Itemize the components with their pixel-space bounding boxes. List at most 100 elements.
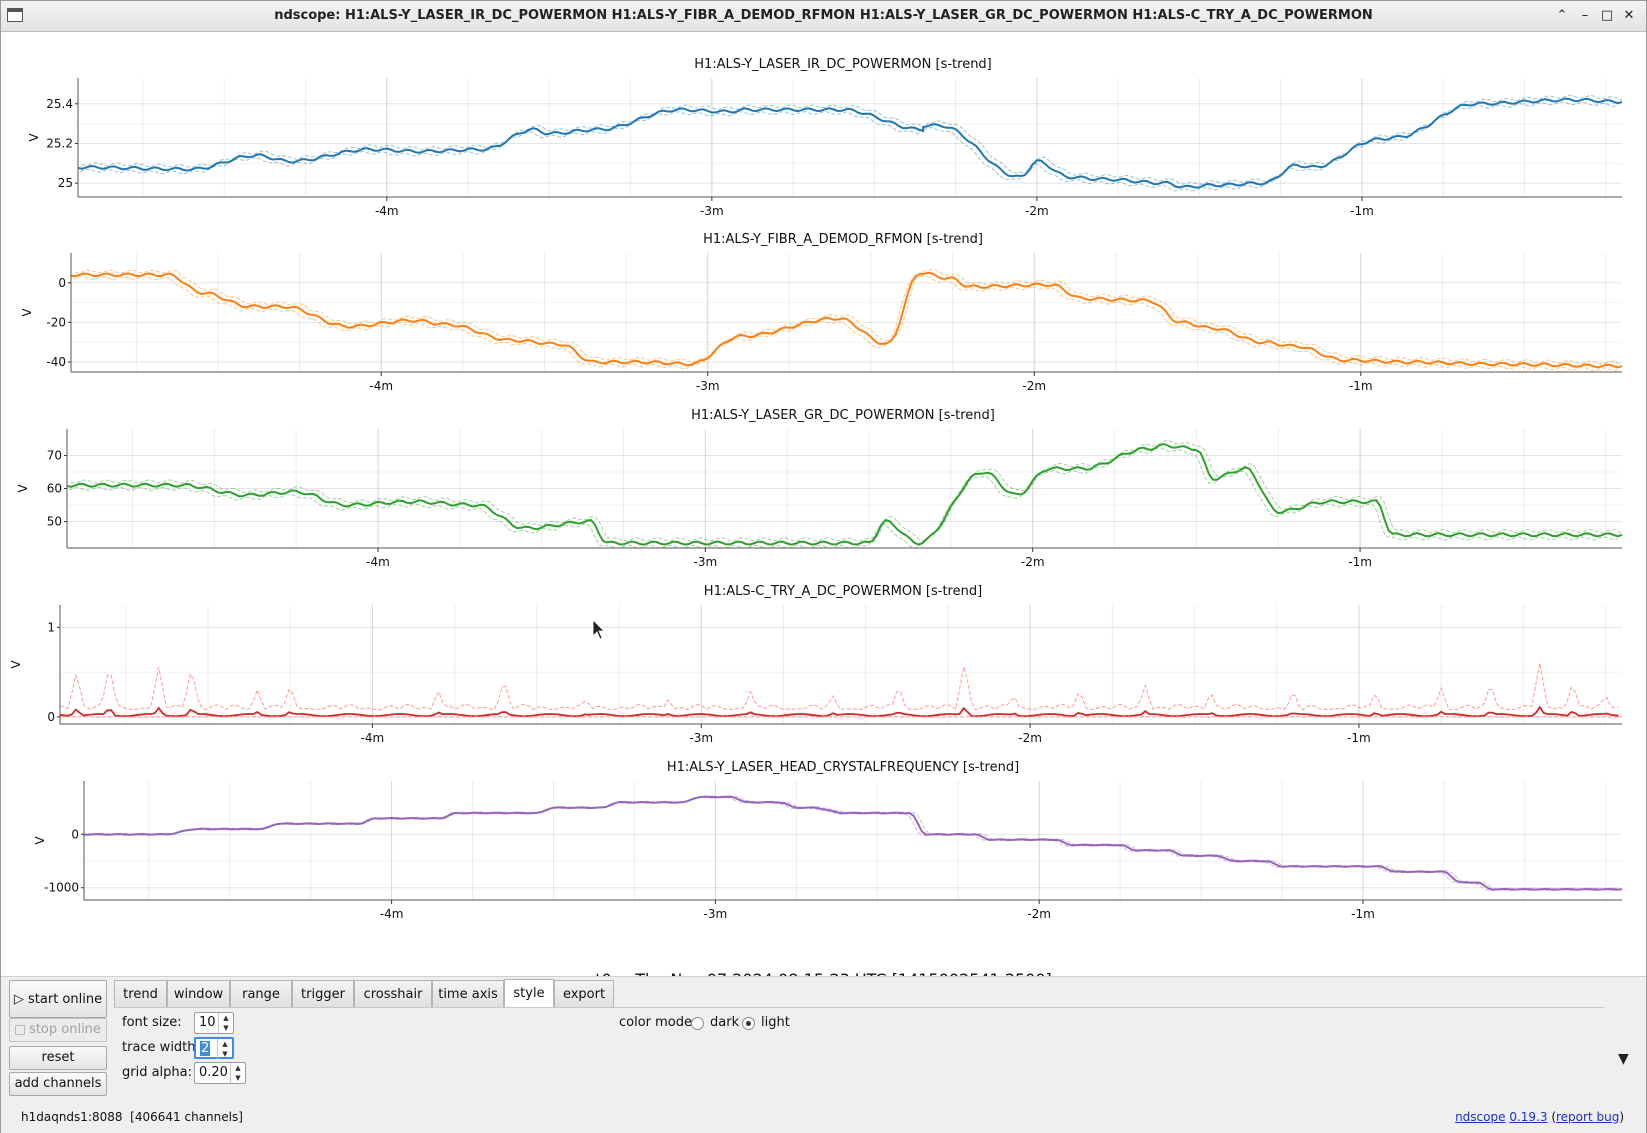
y-tick-label: 0 [47, 710, 55, 724]
y-tick-label: -1000 [44, 881, 79, 895]
x-tick-label: -1m [1349, 379, 1373, 393]
x-tick-label: -3m [694, 555, 718, 569]
x-tick-label: -3m [696, 379, 720, 393]
x-tick-label: -2m [1018, 731, 1042, 745]
reset-button[interactable]: reset [9, 1046, 107, 1070]
x-tick-label: -4m [380, 907, 404, 921]
trace-max [70, 439, 1622, 542]
y-tick-label: -40 [46, 355, 66, 369]
tab-panel-border [114, 1007, 1604, 1008]
font-size-label: font size: [122, 1015, 182, 1030]
color-mode-label: color mode: [619, 1015, 697, 1030]
status-bar-right: ndscope 0.19.3 (report bug) [1455, 1110, 1624, 1124]
status-bar-left: h1daqnds1:8088 [406641 channels] [21, 1110, 243, 1124]
plot-title: H1:ALS-C_TRY_A_DC_POWERMON [s-trend] [704, 584, 982, 599]
font-size-value: 10 [199, 1015, 216, 1030]
color-mode-light-label: light [761, 1015, 790, 1030]
spin-arrows-icon[interactable]: ▲ ▼ [218, 1013, 233, 1033]
x-tick-label: -2m [1027, 907, 1051, 921]
x-tick-label: -2m [1022, 379, 1046, 393]
x-tick-label: -1m [1351, 907, 1375, 921]
plot-area[interactable]: H1:ALS-Y_LASER_IR_DC_POWERMON [s-trend] 2… [1, 32, 1646, 989]
expand-panel-icon[interactable]: ▼ [1618, 1051, 1629, 1067]
trace-min [71, 275, 1619, 372]
trace-group [84, 795, 1622, 891]
maximize-icon[interactable]: □ [1600, 8, 1614, 23]
x-tick-label: -3m [700, 204, 724, 218]
y-axis-label: V [27, 133, 41, 142]
title-bar: ndscope: H1:ALS-Y_LASER_IR_DC_POWERMON H… [1, 1, 1646, 32]
app-window-icon[interactable] [7, 8, 23, 22]
x-tick-label: -4m [369, 379, 393, 393]
tab-style[interactable]: style [504, 979, 554, 1008]
y-tick-label: 70 [47, 448, 62, 462]
x-tick-label: -1m [1347, 731, 1371, 745]
trace-width-label: trace width: [122, 1040, 200, 1055]
y-axis-label: V [9, 660, 23, 669]
font-size-spinbox[interactable]: 10 ▲ ▼ [194, 1012, 234, 1034]
trace-width-value: 2 [200, 1041, 211, 1056]
trace-group [67, 439, 1622, 548]
color-mode-light-radio[interactable] [742, 1017, 755, 1030]
x-tick-label: -2m [1025, 204, 1049, 218]
x-tick-label: -4m [375, 204, 399, 218]
tab-export[interactable]: export [554, 980, 614, 1007]
stop-online-label: stop online [29, 1022, 101, 1037]
grid-alpha-value: 0.20 [199, 1065, 228, 1080]
trace-min [78, 101, 1619, 192]
spin-arrows-icon[interactable]: ▲ ▼ [217, 1039, 232, 1059]
trace-min [67, 447, 1619, 548]
plots-svg[interactable]: H1:ALS-Y_LASER_IR_DC_POWERMON [s-trend] 2… [1, 32, 1646, 937]
channel-count: [406641 channels] [130, 1110, 243, 1124]
stop-online-button[interactable]: stop online [9, 1018, 107, 1042]
trace-group [78, 94, 1622, 192]
x-tick-label: -3m [704, 907, 728, 921]
y-tick-label: 0 [58, 276, 66, 290]
window-title: ndscope: H1:ALS-Y_LASER_IR_DC_POWERMON H… [274, 8, 1373, 23]
y-tick-label: 25.4 [46, 97, 73, 111]
y-tick-label: -20 [46, 315, 66, 329]
y-tick-label: 60 [47, 482, 62, 496]
trace-width-spinbox[interactable]: 2 ▲ ▼ [194, 1037, 234, 1059]
chevron-up-icon[interactable]: ⌃ [1556, 8, 1568, 23]
minimize-icon[interactable]: – [1581, 8, 1589, 23]
grid-alpha-label: grid alpha: [122, 1065, 193, 1080]
y-tick-label: 50 [47, 515, 62, 529]
x-tick-label: -1m [1348, 555, 1372, 569]
tab-range[interactable]: range [230, 980, 292, 1007]
add-channels-button[interactable]: add channels [9, 1072, 107, 1096]
y-axis-label: V [16, 484, 30, 493]
x-tick-label: -4m [366, 555, 390, 569]
color-mode-dark-label: dark [710, 1015, 740, 1030]
trace-max [74, 268, 1622, 365]
x-tick-label: -1m [1350, 204, 1374, 218]
tab-window[interactable]: window [167, 980, 230, 1007]
tab-time-axis[interactable]: time axis [432, 980, 504, 1007]
trace-group [60, 663, 1622, 718]
trace-mean [78, 97, 1622, 189]
app-name-link[interactable]: ndscope [1455, 1110, 1506, 1124]
stop-checkbox-icon [15, 1024, 26, 1035]
trace-mean [84, 795, 1622, 891]
color-mode-dark-radio[interactable] [691, 1017, 704, 1030]
version-link[interactable]: 0.19.3 [1509, 1110, 1548, 1124]
plot-title: H1:ALS-Y_FIBR_A_DEMOD_RFMON [s-trend] [703, 232, 983, 247]
y-tick-label: 25 [58, 176, 73, 190]
spin-arrows-icon[interactable]: ▲ ▼ [230, 1063, 245, 1083]
tab-trigger[interactable]: trigger [292, 980, 354, 1007]
report-bug-link[interactable]: report bug [1556, 1110, 1620, 1124]
trace-mean [71, 271, 1622, 369]
start-online-button[interactable]: ▷ start online [9, 980, 107, 1018]
tab-crosshair[interactable]: crosshair [354, 980, 432, 1007]
grid-alpha-spinbox[interactable]: 0.20 ▲ ▼ [194, 1062, 246, 1084]
trace-mean [60, 705, 1619, 718]
y-axis-label: V [20, 308, 34, 317]
y-tick-label: 25.2 [46, 136, 73, 150]
tab-trend[interactable]: trend [114, 980, 167, 1007]
close-icon[interactable]: ✕ [1623, 8, 1635, 23]
trace-group [71, 268, 1622, 372]
mouse-cursor-icon [592, 619, 605, 640]
control-panel: ▷ start online stop online reset add cha… [1, 976, 1646, 1133]
y-axis-label: V [33, 836, 47, 845]
